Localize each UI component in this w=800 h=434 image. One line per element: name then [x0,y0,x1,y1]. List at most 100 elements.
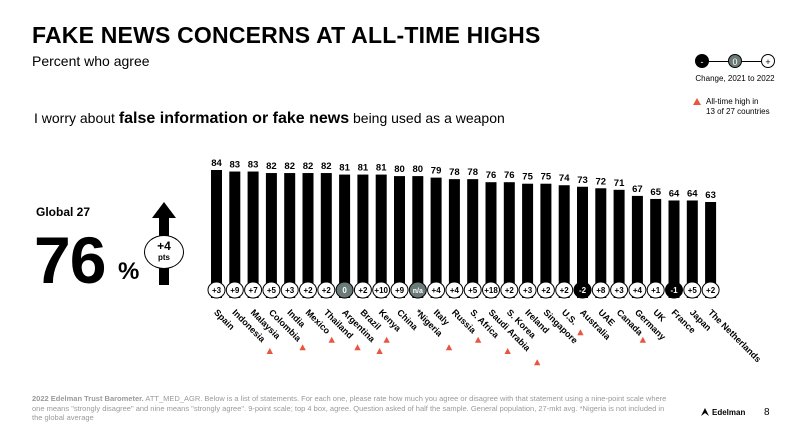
change-label: +9 [230,286,240,295]
change-circle [262,281,281,299]
change-label: +9 [395,286,405,295]
change-circle [665,281,683,299]
all-time-high-marker [328,336,335,343]
bar-value-label: 81 [376,163,387,174]
page-number: 8 [764,407,770,418]
change-circle [372,281,391,299]
bar [284,173,296,298]
change-label: n/a [413,288,423,295]
bar [650,198,662,298]
category-label: The Netherlands [706,307,763,364]
all-time-high-marker [445,344,453,351]
change-label: +2 [541,286,551,295]
change-label: +3 [212,286,222,295]
bar-value-label: 78 [449,167,460,178]
change-label: +18 [484,286,498,295]
brand-name: Edelman [712,408,746,417]
bar [540,183,552,298]
all-time-high-marker [266,347,273,354]
change-label: +5 [468,286,478,295]
bar-value-label: 76 [486,170,497,181]
change-circle [207,281,226,299]
change-label: +5 [267,286,277,295]
bar [448,179,460,298]
footnote-source: 2022 Edelman Trust Barometer. [32,394,144,403]
question-bold: false information or fake news [118,110,350,127]
all-time-high-marker [639,336,647,343]
bar-value-label: 63 [705,190,716,201]
bar [357,174,369,298]
bar-value-label: 67 [632,184,643,195]
change-circle [353,281,372,299]
bar [558,185,570,298]
bar [302,173,314,298]
bar [668,200,680,298]
bar [211,170,222,298]
bar-value-label: 80 [394,164,405,175]
change-label: +3 [285,286,295,295]
legend-change-caption: Change, 2021 to 2022 [695,74,775,83]
bar-value-label: 73 [577,175,588,186]
bar [485,182,497,298]
bar-value-label: 82 [321,161,332,172]
all-time-high-legend: All-time high in 13 of 27 countries [693,97,770,117]
change-circle [573,281,592,299]
change-label: +2 [505,286,515,295]
legend-zero-circle: 0 [728,54,742,68]
change-circle [335,281,354,299]
legend-high-line1: All-time high in [706,97,759,106]
change-label: -2 [579,286,587,295]
all-time-high-marker [504,347,511,354]
all-time-high-marker [354,344,361,351]
bar-value-label: 83 [248,160,259,171]
bar-value-label: 84 [211,158,222,169]
page-subtitle: Percent who agree [32,53,150,69]
bar [339,174,351,298]
legend-negative-circle: - [695,54,709,68]
all-time-high-marker [474,336,482,343]
bar-value-label: 79 [431,166,442,177]
change-label: +7 [249,286,259,295]
edelman-logo-icon [701,408,709,416]
change-circle [701,281,720,299]
bar-value-label: 75 [541,172,552,183]
bar-value-label: 83 [230,160,241,171]
bar-value-label: 64 [669,188,680,199]
bar [613,189,625,298]
change-circle [482,281,500,299]
change-circle [683,281,702,299]
bar-value-label: 81 [339,163,350,174]
change-label: +1 [651,286,661,295]
bar-value-label: 82 [266,161,277,172]
bar [412,176,424,298]
legend-positive-circle: + [761,54,775,68]
change-label: +2 [358,286,368,295]
bar [467,179,479,298]
change-circle [445,281,464,299]
all-time-high-marker [299,344,306,351]
change-circle [408,281,427,299]
bar-value-label: 81 [358,163,369,174]
global-value: 76 [34,223,106,297]
all-time-high-marker [534,359,541,366]
change-label: +2 [706,286,716,295]
change-label: 0 [342,286,347,295]
change-circle [536,281,555,299]
all-time-high-marker [577,329,584,336]
global-label: Global 27 [36,205,91,219]
change-circle [427,281,446,299]
bar [631,195,643,298]
change-circle [244,281,263,299]
bar [247,171,259,298]
footnote-text: ATT_MED_AGR. Below is a list of statemen… [32,394,667,422]
change-label: +4 [450,286,460,295]
question-prefix: I worry about [34,110,119,126]
change-label: -1 [670,286,678,295]
change-circle [280,281,299,299]
change-circle [299,281,317,299]
bar [320,173,332,298]
change-circle [646,281,665,299]
bar [394,176,405,298]
change-circle [591,281,610,299]
